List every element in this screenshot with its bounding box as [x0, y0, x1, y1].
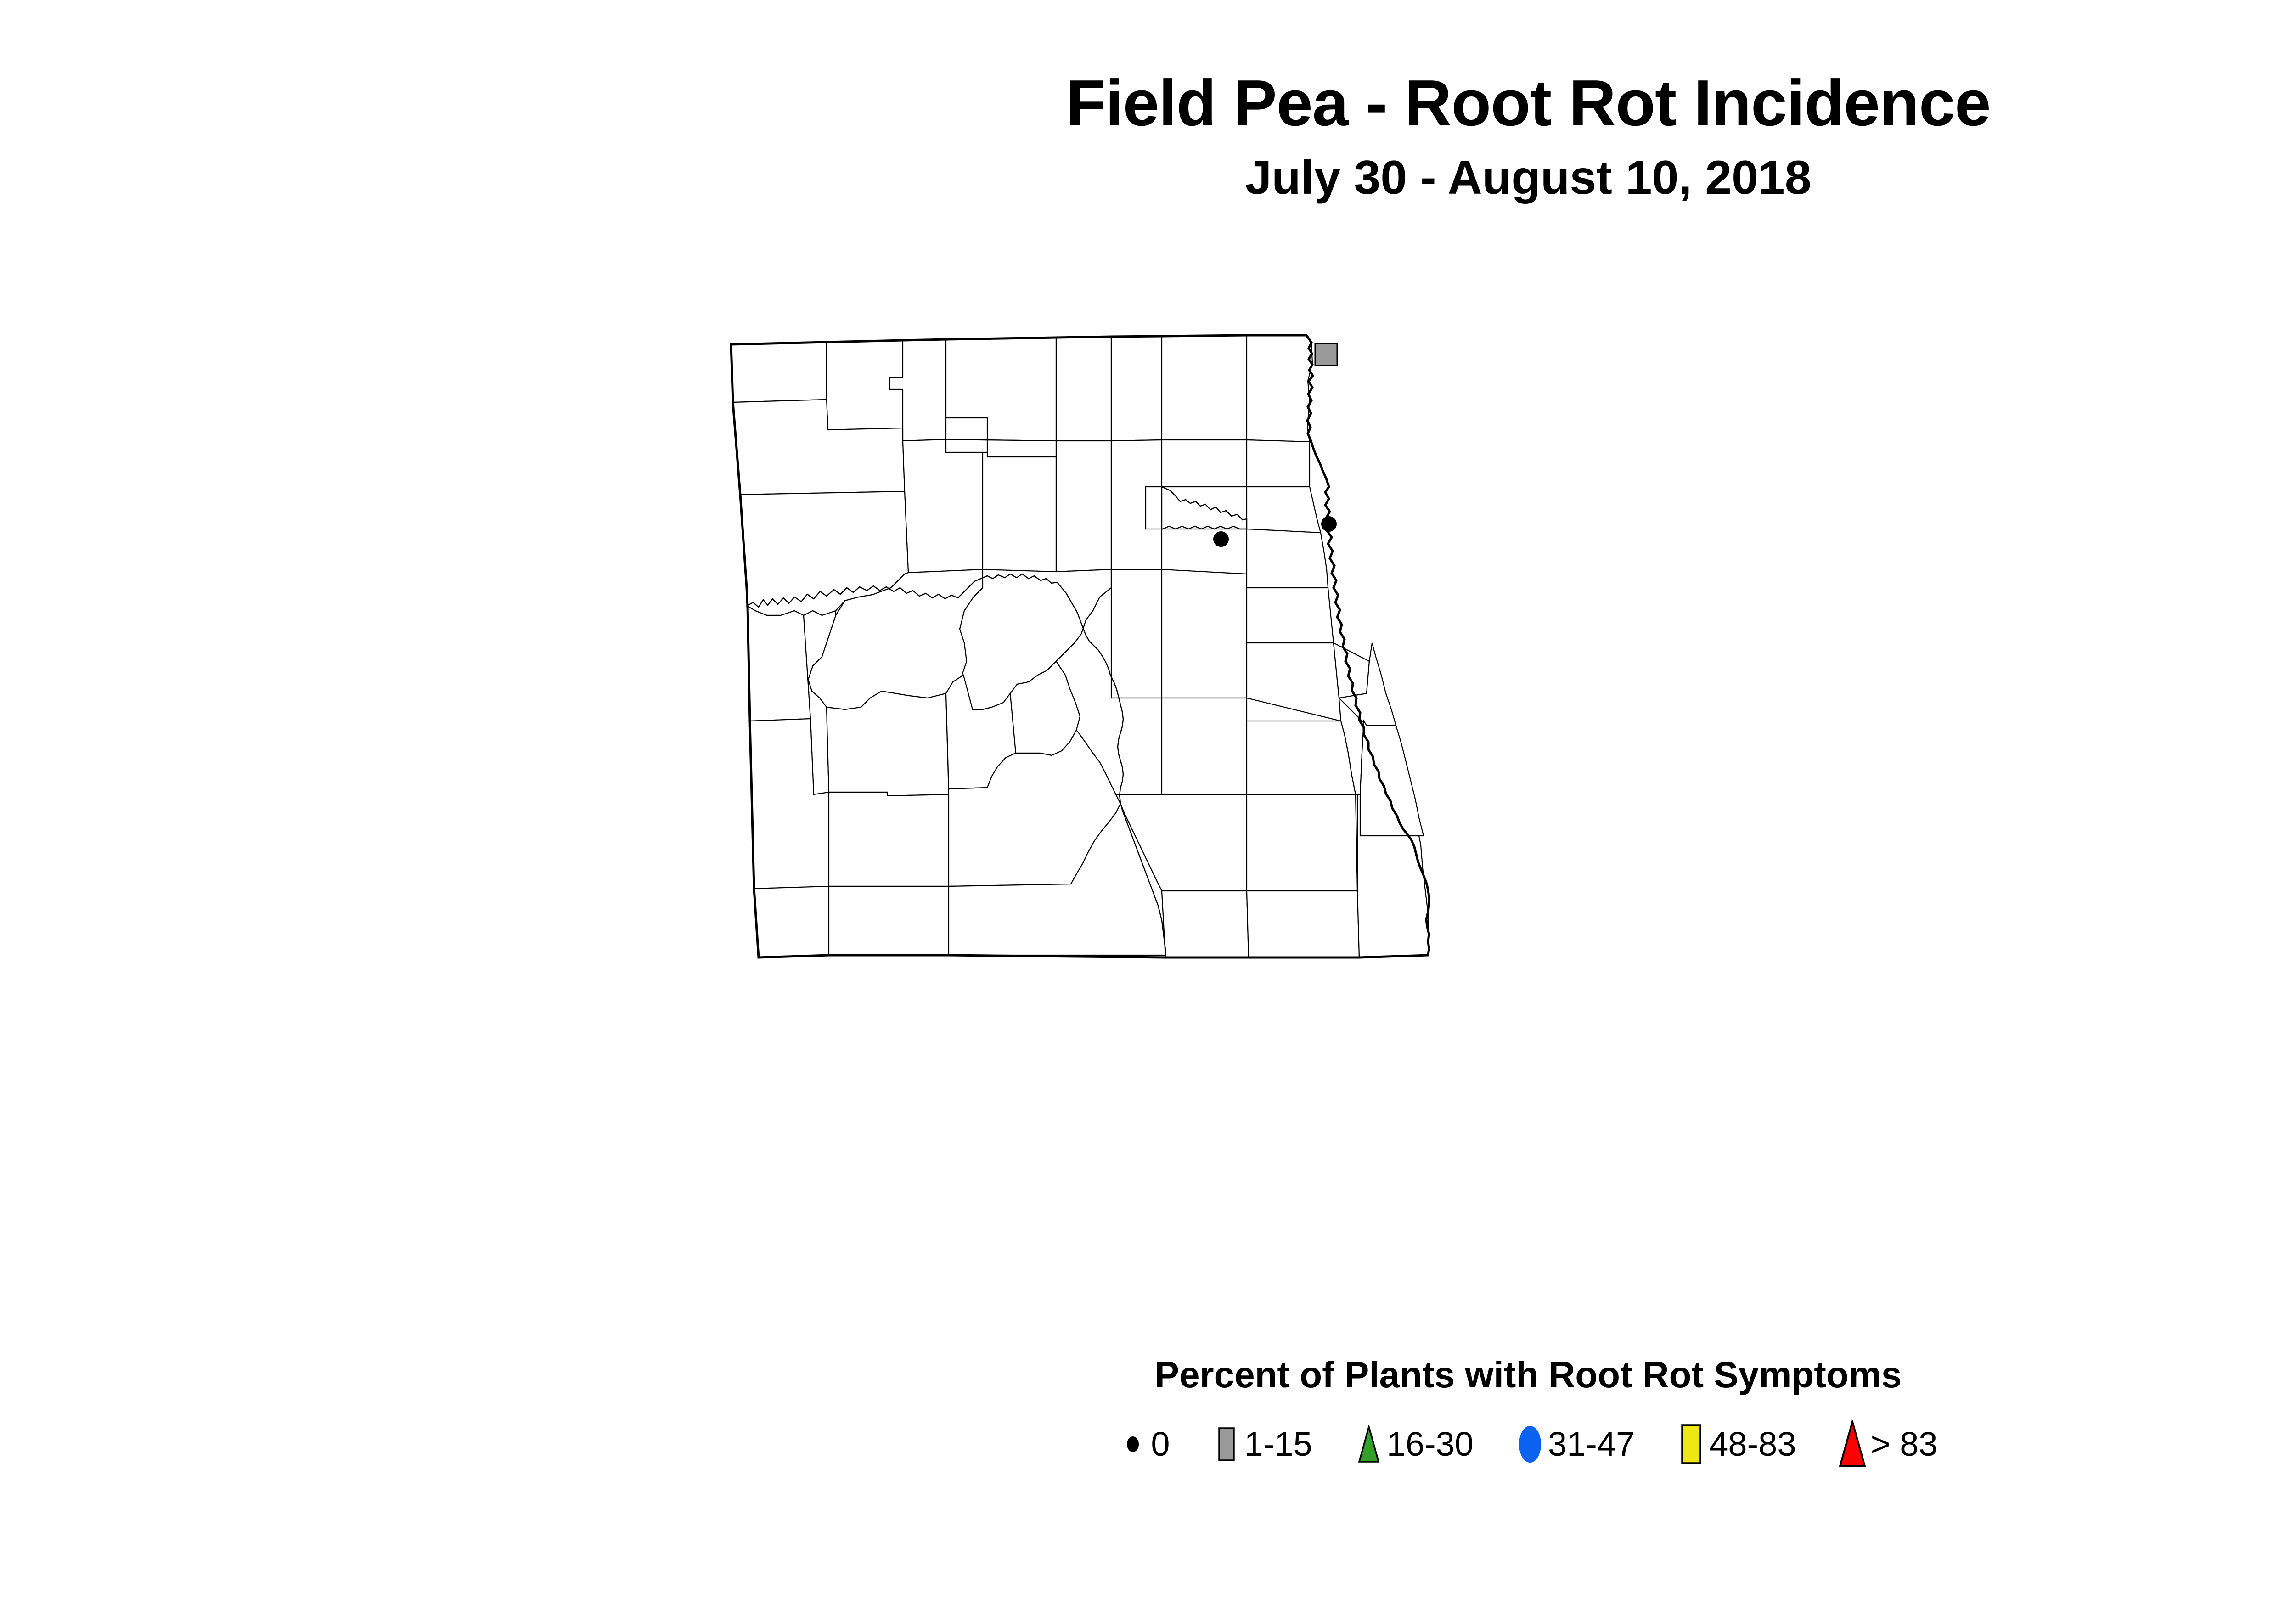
county-divide: [731, 342, 827, 402]
legend-label-4: 48-83: [1709, 1425, 1796, 1463]
map-marker-survey-point-1[interactable]: [1314, 343, 1338, 369]
county-pierce: [1111, 440, 1162, 569]
county-boundaries: [731, 335, 1429, 957]
legend-item-2[interactable]: 16-30: [1355, 1425, 1474, 1463]
county-cavalier: [1162, 335, 1247, 440]
legend-item-0[interactable]: 0: [1119, 1426, 1170, 1463]
county-walsh: [1247, 487, 1321, 533]
county-kidder: [1162, 698, 1247, 794]
title-block: Field Pea - Root Rot Incidence July 30 -…: [0, 69, 2296, 203]
legend-item-3[interactable]: 31-47: [1516, 1426, 1635, 1463]
county-mchenry: [1056, 441, 1111, 572]
county-hettinger: [829, 792, 949, 886]
map-marker-survey-point-3[interactable]: [1320, 515, 1338, 535]
lake-sakakawea-shoreline: [746, 574, 1110, 675]
state-outline-north-dakota: [731, 335, 1429, 957]
legend-item-5[interactable]: > 83: [1838, 1420, 1938, 1467]
legend-label-1: 1-15: [1244, 1425, 1312, 1463]
county-dickey: [1162, 891, 1249, 957]
county-adams: [829, 886, 949, 955]
legend-label-2: 16-30: [1386, 1425, 1474, 1463]
triangle-marker-icon: [1838, 1420, 1867, 1467]
square-marker-icon: [1677, 1424, 1705, 1464]
county-golden-valley: [748, 606, 810, 721]
circle-marker-icon: [1516, 1426, 1544, 1463]
county-mountrail: [903, 439, 983, 573]
legend-label-5: > 83: [1870, 1425, 1938, 1463]
missouri-river: [1110, 675, 1165, 956]
circle-marker-icon: [1119, 1426, 1147, 1463]
county-steele: [1247, 721, 1356, 794]
devils-lake-shoreline: [1162, 487, 1247, 529]
county-bowman: [754, 886, 829, 957]
county-sheridan: [1111, 569, 1162, 698]
county-logan: [1247, 794, 1357, 891]
legend: 0 1-15 16-30 31-47 48-83: [0, 1420, 2296, 1467]
county-rolette: [1056, 337, 1111, 441]
county-towner: [1111, 336, 1162, 441]
county-sargent: [1247, 891, 1359, 957]
square-marker-icon: [1212, 1426, 1241, 1463]
legend-item-1[interactable]: 1-15: [1212, 1426, 1312, 1463]
map-marker-survey-point-2[interactable]: [1212, 530, 1230, 550]
square-marker-icon: [1314, 343, 1338, 366]
page-title: Field Pea - Root Rot Incidence: [1066, 67, 1991, 140]
page-subtitle: July 30 - August 10, 2018: [1245, 151, 1812, 205]
county-eddy: [1247, 529, 1328, 588]
circle-marker-icon: [1213, 531, 1229, 547]
county-ramsey: [1247, 440, 1310, 487]
north-dakota-county-map: [689, 294, 2296, 1286]
legend-item-4[interactable]: 48-83: [1677, 1424, 1796, 1464]
county-nelson: [1247, 588, 1334, 643]
legend-label-3: 31-47: [1548, 1425, 1635, 1463]
county-benson: [1162, 440, 1247, 574]
legend-title: Percent of Plants with Root Rot Symptoms: [1154, 1354, 1902, 1395]
triangle-marker-icon: [1355, 1425, 1383, 1463]
county-cass: [1360, 721, 1424, 836]
county-sioux: [949, 804, 1165, 955]
county-wells: [1162, 569, 1247, 698]
circle-marker-icon: [1321, 516, 1337, 532]
legend-label-0: 0: [1151, 1425, 1170, 1463]
county-pembina: [1247, 335, 1312, 442]
map-svg: [689, 294, 2296, 1286]
